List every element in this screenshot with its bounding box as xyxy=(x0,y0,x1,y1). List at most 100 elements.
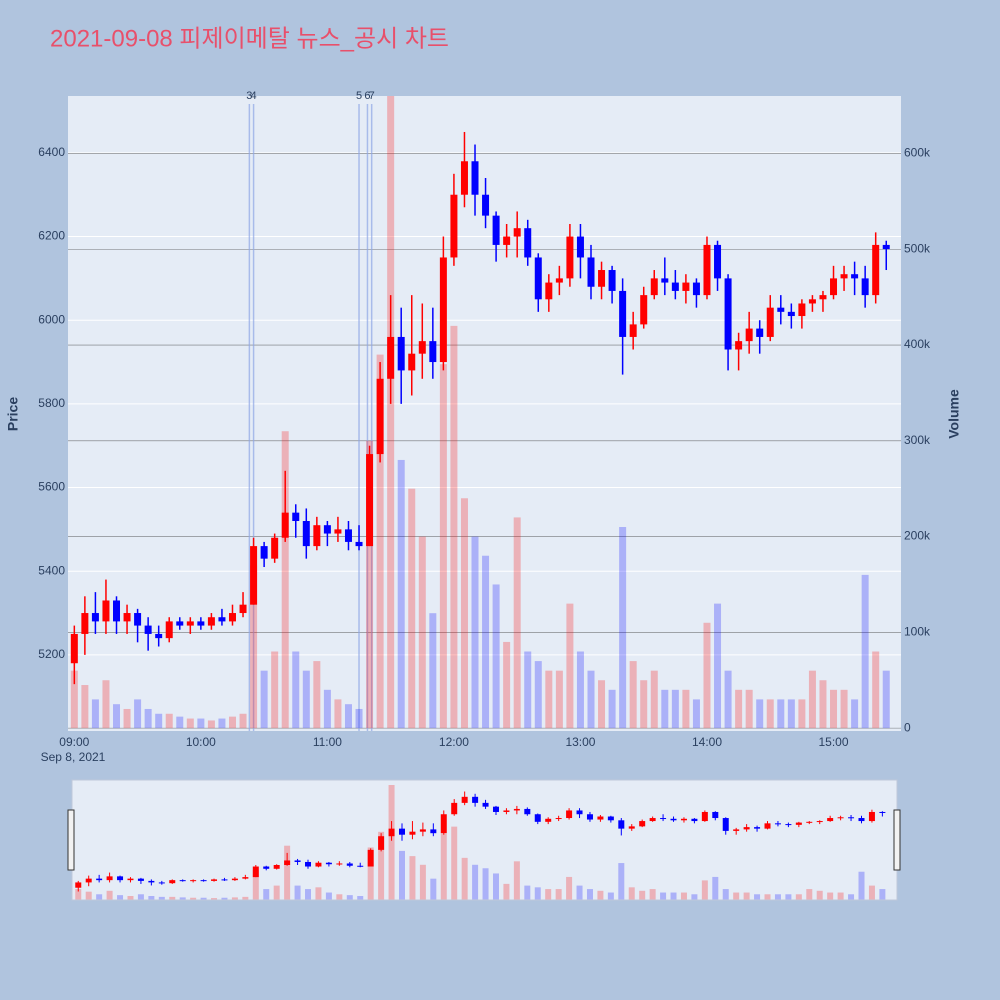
mini-volume-bar xyxy=(284,845,291,900)
mini-volume-bar xyxy=(378,831,385,900)
volume-bar xyxy=(144,708,152,729)
y2-tick-label: 600k xyxy=(904,146,931,160)
mini-volume-bar xyxy=(492,873,499,900)
mini-candle-body xyxy=(639,821,646,827)
mini-candle-body xyxy=(75,882,82,888)
mini-volume-bar xyxy=(607,892,614,900)
candle-body xyxy=(460,161,468,195)
volume-bar xyxy=(492,584,500,729)
volume-bar xyxy=(334,699,342,729)
candle-body xyxy=(587,257,595,287)
mini-volume-bar xyxy=(743,892,750,900)
mini-candle-body xyxy=(795,822,802,825)
volume-bar xyxy=(134,699,142,729)
candle-body xyxy=(429,341,437,363)
mini-candle-body xyxy=(96,878,103,881)
candle-body xyxy=(228,613,236,622)
candle-body xyxy=(566,236,574,279)
mini-candle-body xyxy=(566,810,573,819)
mini-candle-body xyxy=(419,829,426,832)
mini-volume-bar xyxy=(127,896,134,900)
mini-candle-body xyxy=(722,818,729,831)
mini-candle-body xyxy=(660,818,667,820)
y-axis-title: Price xyxy=(5,397,21,431)
mini-candle-body xyxy=(388,828,395,837)
mini-candle-body xyxy=(670,818,677,821)
mini-volume-bar xyxy=(315,887,322,900)
mini-candle-body xyxy=(169,880,176,884)
volume-bar xyxy=(661,689,669,729)
y-tick-label: 5400 xyxy=(38,563,65,577)
mini-volume-bar xyxy=(649,889,656,900)
volume-bar xyxy=(123,708,131,729)
range-handle-left[interactable] xyxy=(67,809,75,871)
mini-candle-body xyxy=(179,880,186,882)
candle-body xyxy=(851,274,859,279)
mini-candle-body xyxy=(691,818,698,822)
mini-candle-body xyxy=(200,880,207,882)
volume-bar xyxy=(429,613,437,729)
mini-volume-bar xyxy=(691,894,698,900)
range-handle-right[interactable] xyxy=(893,809,901,871)
mini-volume-bar xyxy=(848,894,855,900)
mini-volume-bar xyxy=(96,894,103,900)
y-tick-label: 5200 xyxy=(38,647,65,661)
candle-body xyxy=(218,617,226,622)
mini-volume-bar xyxy=(451,826,458,900)
y2-axis-title: Volume xyxy=(946,389,962,439)
candle-body xyxy=(714,244,722,279)
volume-bar xyxy=(735,689,743,729)
volume-bar xyxy=(418,536,426,729)
mini-volume-bar xyxy=(305,889,312,900)
mini-candle-body xyxy=(430,829,437,834)
candle-body xyxy=(155,633,163,639)
candle-body xyxy=(123,613,131,622)
mini-volume-bar xyxy=(399,850,405,900)
volume-bar xyxy=(344,704,352,729)
y-tick-label: 5600 xyxy=(38,480,65,494)
candle-body xyxy=(598,270,606,287)
candle-body xyxy=(808,299,816,304)
candle-body xyxy=(830,278,838,296)
mini-volume-bar xyxy=(764,894,771,900)
mini-candle-body xyxy=(649,818,656,822)
mini-volume-bar xyxy=(273,885,280,900)
mini-volume-bar xyxy=(545,889,552,900)
candle-body xyxy=(661,278,669,283)
candle-body xyxy=(323,525,331,534)
y2-tick-label: 300k xyxy=(904,433,931,447)
mini-volume-bar xyxy=(733,892,740,900)
mini-volume-bar xyxy=(785,894,792,900)
mini-volume-bar xyxy=(117,895,124,900)
volume-bar xyxy=(281,431,289,729)
volume-bar xyxy=(619,526,627,729)
volume-bar xyxy=(872,651,880,729)
candle-body xyxy=(376,378,384,455)
mini-candle-body xyxy=(545,818,552,822)
mini-volume-bar xyxy=(534,887,541,900)
mini-volume-bar xyxy=(774,894,781,900)
volume-bar xyxy=(766,699,774,729)
candle-body xyxy=(366,454,374,547)
mini-volume-bar xyxy=(879,889,886,900)
x-tick-label: 11:00 xyxy=(313,735,342,749)
mini-volume-bar xyxy=(806,889,813,900)
mini-candle-body xyxy=(628,826,635,829)
mini-volume-bar xyxy=(294,885,301,900)
range-slider[interactable] xyxy=(71,779,898,901)
volume-bar xyxy=(513,517,521,729)
x-tick-label: 09:00 xyxy=(59,735,89,749)
candle-body xyxy=(787,311,795,317)
volume-bar xyxy=(534,661,542,729)
volume-bar xyxy=(808,670,816,729)
mini-candle-body xyxy=(733,829,740,831)
mini-volume-bar xyxy=(586,889,593,900)
mini-volume-bar xyxy=(242,896,249,900)
news-label: 7 xyxy=(369,90,375,102)
news-label: 3 xyxy=(246,90,252,102)
mini-candle-body xyxy=(701,811,708,822)
mini-volume-bar xyxy=(701,880,708,900)
candle-body xyxy=(91,613,99,622)
mini-candle-body xyxy=(816,821,823,823)
